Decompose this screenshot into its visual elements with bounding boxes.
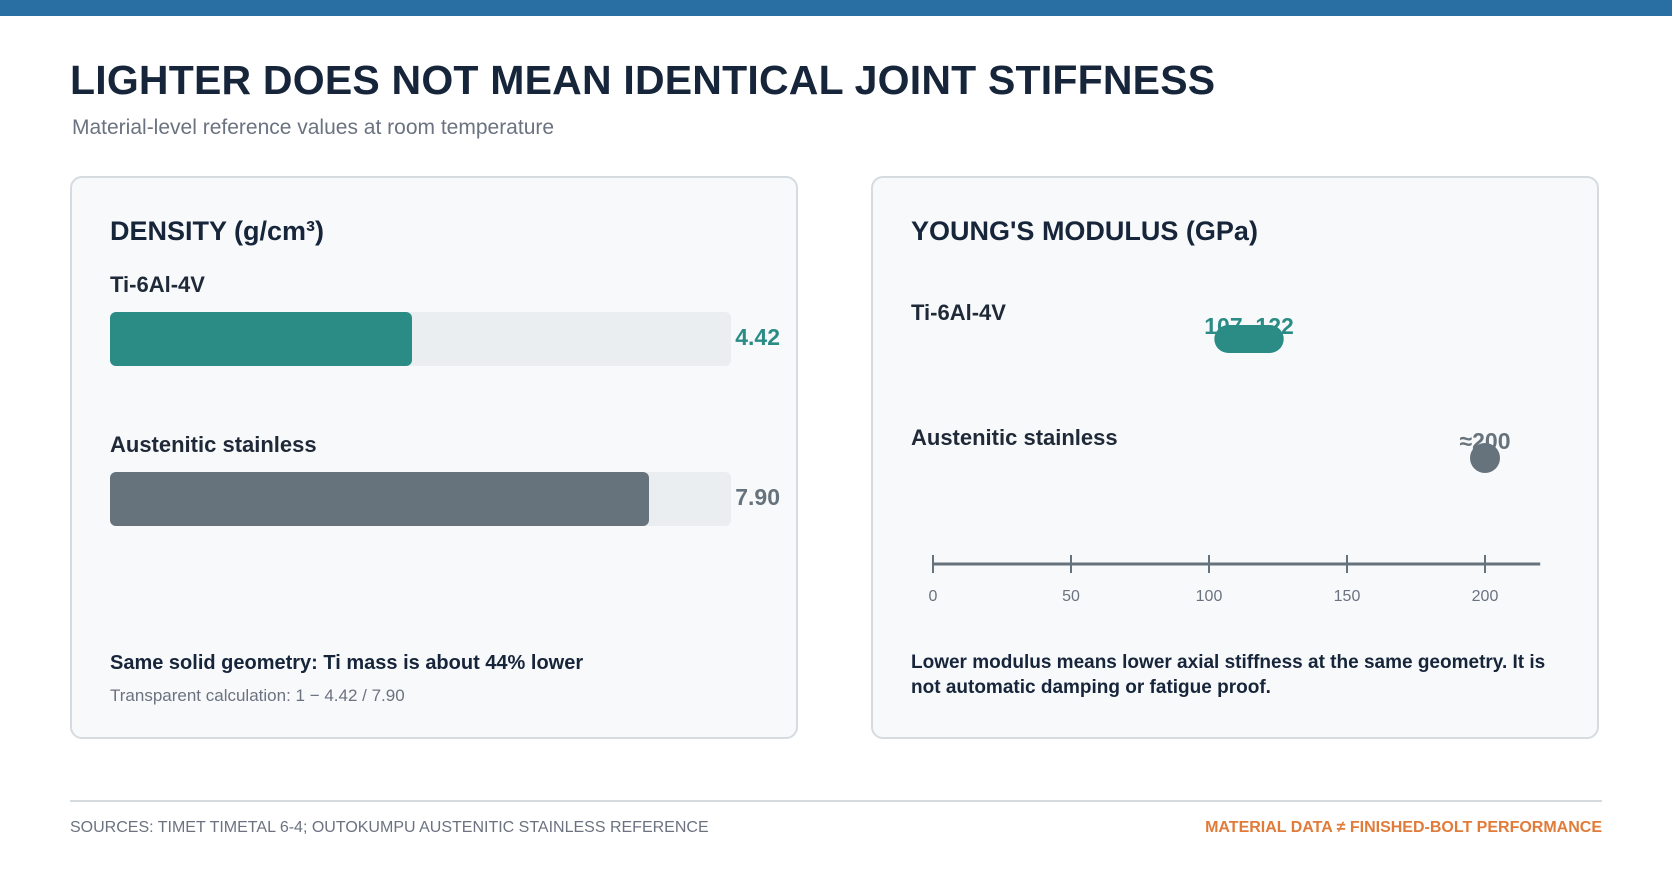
density-bar-ss (110, 472, 650, 526)
footer-divider (70, 800, 1602, 802)
top-accent-bar (0, 0, 1672, 16)
sources-text: SOURCES: TIMET TIMETAL 6-4; OUTOKUMPU AU… (70, 819, 709, 836)
density-label-ti: Ti-6Al-4V (110, 272, 205, 297)
modulus-tick-label-50: 50 (1062, 588, 1080, 605)
density-note: Same solid geometry: Ti mass is about 44… (110, 652, 584, 674)
modulus-label-ti: Ti-6Al-4V (911, 300, 1006, 325)
density-chart-title: DENSITY (g/cm³) (110, 216, 325, 246)
density-track-ss (110, 472, 731, 526)
density-bar-ti (110, 312, 412, 366)
density-calculation: Transparent calculation: 1 − 4.42 / 7.90 (110, 686, 405, 705)
modulus-card: YOUNG'S MODULUS (GPa) Ti-6Al-4V Austenit… (871, 176, 1599, 739)
modulus-tick-label-100: 100 (1196, 588, 1223, 605)
modulus-tick-label-150: 150 (1334, 588, 1361, 605)
modulus-tick-label-200: 200 (1472, 588, 1499, 605)
density-value-ti: 4.42 (735, 324, 780, 350)
modulus-label-ss: Austenitic stainless (911, 425, 1118, 450)
page-subtitle: Material-level reference values at room … (72, 116, 555, 139)
footer-tagline: MATERIAL DATA ≠ FINISHED-BOLT PERFORMANC… (1205, 819, 1602, 836)
density-label-ss: Austenitic stainless (110, 432, 317, 457)
density-card: DENSITY (g/cm³) Ti-6Al-4V 4.42 Austeniti… (70, 176, 798, 739)
modulus-note: Lower modulus means lower axial stiffnes… (911, 652, 1546, 698)
modulus-point-ss (1470, 443, 1500, 473)
page-title: LIGHTER DOES NOT MEAN IDENTICAL JOINT ST… (70, 57, 1216, 103)
modulus-value-ss: ≈200 (1460, 428, 1511, 454)
density-track-ti (110, 312, 731, 366)
modulus-value-ti: 107–122 (1204, 313, 1294, 339)
modulus-tick-label-0: 0 (929, 588, 938, 605)
density-value-ss: 7.90 (735, 484, 780, 510)
modulus-plot: 0 50 100 150 200 107–122 ≈200 (929, 313, 1541, 605)
modulus-chart-title: YOUNG'S MODULUS (GPa) (911, 216, 1258, 246)
